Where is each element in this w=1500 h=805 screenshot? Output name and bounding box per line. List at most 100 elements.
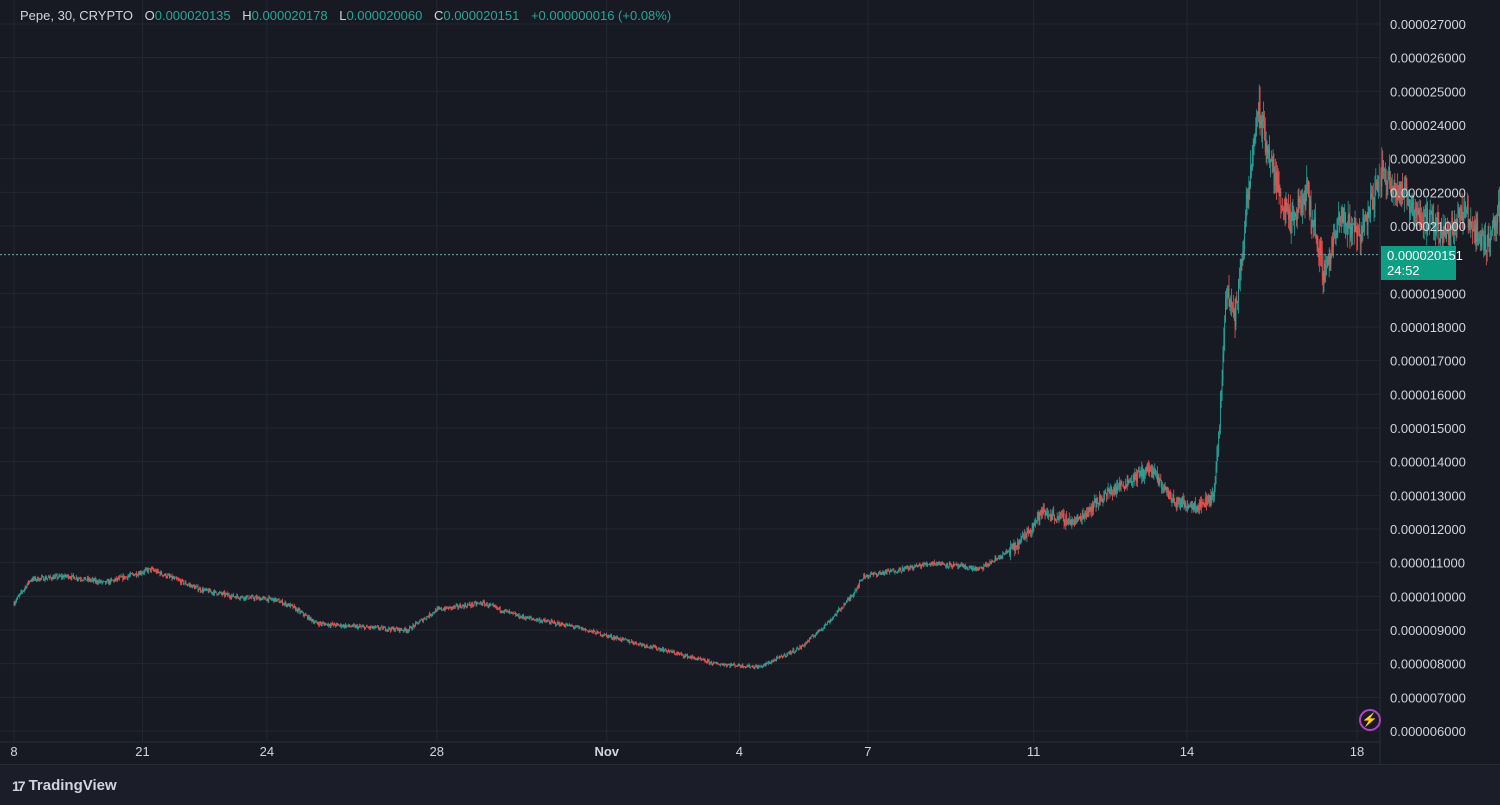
candle-body (1044, 509, 1045, 512)
candle-body (1242, 254, 1243, 262)
candle-body (931, 564, 932, 565)
candle-body (365, 627, 366, 629)
candle-body (609, 635, 610, 636)
candle-body (1461, 207, 1462, 219)
candle-body (1231, 300, 1232, 305)
candle-body (1377, 182, 1378, 190)
candle-body (830, 621, 831, 623)
candle-body (69, 578, 70, 579)
candle-body (391, 627, 392, 630)
candle-body (804, 645, 805, 646)
candle-body (1489, 240, 1490, 243)
candle-body (492, 605, 493, 606)
candle-body (1107, 490, 1108, 495)
candle-body (934, 562, 935, 564)
candle-body (248, 599, 249, 600)
candle-body (340, 624, 341, 625)
candle-body (280, 602, 281, 603)
candle-body (787, 653, 788, 655)
tradingview-logo[interactable]: 17 TradingView (12, 777, 117, 794)
candle-body (164, 575, 165, 576)
candle-body (1484, 236, 1485, 250)
candle-body (837, 611, 838, 615)
candle-body (582, 628, 583, 630)
candle-body (139, 573, 140, 574)
candle-body (1370, 193, 1371, 214)
candle-body (601, 635, 602, 636)
candle-body (580, 627, 581, 628)
candle-body (440, 608, 441, 609)
candle-body (516, 615, 517, 616)
candle-body (249, 598, 250, 599)
candle-body (274, 598, 275, 602)
candle-body (692, 656, 693, 657)
candle-body (21, 592, 22, 593)
candle-body (413, 625, 414, 629)
candle-body (280, 602, 281, 603)
candle-body (600, 633, 601, 636)
candle-body (1248, 195, 1249, 199)
candle-body (253, 596, 254, 598)
candle-body (579, 627, 580, 628)
candle-body (875, 573, 876, 574)
candle-body (537, 619, 538, 621)
candle-body (1375, 190, 1376, 205)
candle-body (845, 603, 846, 605)
candle-body (848, 599, 849, 600)
candle-body (987, 566, 988, 567)
candle-body (422, 619, 423, 621)
candle-body (1358, 227, 1359, 228)
candle-body (581, 627, 582, 629)
candle-body (298, 609, 299, 612)
candle-body (1229, 288, 1230, 306)
candle-body (882, 572, 883, 574)
high-value: 0.000020178 (252, 8, 328, 23)
candle-body (850, 598, 851, 599)
candle-body (1360, 235, 1361, 241)
candle-body (1255, 134, 1256, 140)
y-tick-label: 0.000006000 (1390, 724, 1466, 739)
candle-body (1310, 200, 1311, 214)
candle-body (283, 604, 284, 605)
candle-body (1290, 210, 1291, 232)
candle-body (439, 608, 440, 609)
candle-body (1336, 235, 1337, 238)
candle-body (850, 596, 851, 598)
candle-body (990, 561, 991, 563)
candle-body (172, 576, 173, 579)
candle-body (1361, 230, 1362, 241)
candle-body (328, 624, 329, 626)
lightning-icon[interactable]: ⚡ (1359, 709, 1381, 731)
candle-body (419, 623, 420, 624)
candle-body (223, 592, 224, 593)
change-value: +0.000000016 (+0.08%) (531, 8, 671, 23)
candle-body (509, 611, 510, 612)
candle-body (186, 584, 187, 585)
candle-body (1079, 517, 1080, 519)
candle-body (589, 631, 590, 632)
candle-body (644, 645, 645, 647)
candle-body (683, 655, 684, 657)
candle-body (1207, 501, 1208, 504)
candle-body (1182, 498, 1183, 507)
candle-body (680, 654, 681, 655)
candle-body (671, 650, 672, 651)
candle-body (324, 624, 325, 625)
symbol-title[interactable]: Pepe, 30, CRYPTO (20, 8, 133, 23)
x-tick-label: 7 (864, 744, 871, 759)
candle-body (783, 656, 784, 658)
candle-body (464, 604, 465, 607)
candle-body (191, 585, 192, 586)
candle-body (355, 625, 356, 627)
candle-body (1075, 522, 1076, 525)
candle-body (141, 573, 142, 574)
candle-body (1021, 537, 1022, 538)
candle-body (1354, 223, 1355, 232)
candle-body (641, 643, 642, 644)
candle-body (358, 627, 359, 629)
candle-body (665, 649, 666, 650)
candle-body (143, 573, 144, 574)
candle-body (485, 604, 486, 605)
candle-body (551, 621, 552, 624)
